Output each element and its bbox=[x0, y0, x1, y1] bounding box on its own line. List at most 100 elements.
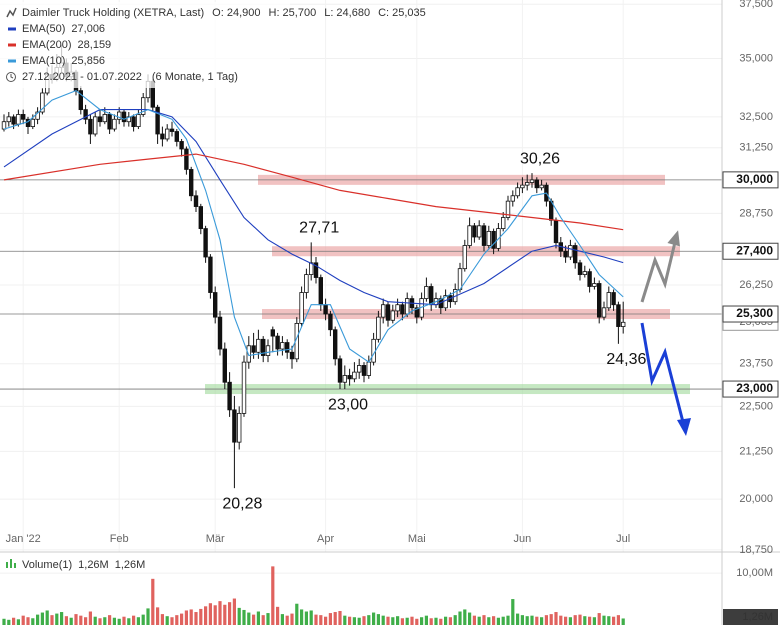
volume-bar bbox=[535, 616, 539, 625]
volume-bar bbox=[242, 609, 246, 625]
volume-bar bbox=[583, 616, 587, 625]
volume-bar bbox=[122, 616, 126, 625]
candle-body bbox=[592, 283, 597, 287]
level-box bbox=[722, 242, 779, 260]
candle-body bbox=[404, 298, 410, 315]
volume-bar bbox=[295, 603, 299, 625]
volume-bar bbox=[506, 615, 510, 625]
volume-bar bbox=[391, 617, 395, 625]
candle-body bbox=[251, 345, 256, 353]
volume-legend-value: 1,26M bbox=[115, 559, 146, 571]
x-tick-label: Apr bbox=[317, 533, 334, 545]
volume-bar bbox=[324, 616, 328, 625]
volume-bar bbox=[276, 606, 280, 625]
x-tick-label: Jun bbox=[514, 533, 532, 545]
candle-body bbox=[78, 90, 83, 111]
volume-bar bbox=[280, 614, 284, 625]
volume-bar bbox=[357, 617, 361, 625]
volume-bar bbox=[266, 613, 270, 625]
candle-body bbox=[505, 200, 511, 218]
candle-body bbox=[222, 348, 227, 383]
candle-body bbox=[472, 225, 477, 238]
volume-bar bbox=[516, 613, 520, 625]
candle-body bbox=[534, 179, 539, 189]
volume-bar bbox=[69, 617, 73, 625]
volume-bar bbox=[415, 618, 419, 625]
interval: (6 Monate, 1 Tag) bbox=[152, 71, 238, 83]
candle-body bbox=[97, 116, 103, 123]
candle-body bbox=[587, 271, 592, 287]
volume-bar bbox=[434, 617, 438, 625]
volume-bar bbox=[588, 616, 592, 625]
candle-body bbox=[573, 245, 578, 264]
candle-body bbox=[601, 307, 607, 318]
volume-bar bbox=[108, 615, 112, 625]
candle-body bbox=[203, 228, 208, 258]
candle-body bbox=[616, 304, 621, 327]
candle-body bbox=[188, 169, 194, 197]
candle-body bbox=[553, 219, 559, 244]
volume-bar bbox=[621, 618, 625, 625]
volume-bar bbox=[26, 617, 30, 625]
candle-body bbox=[621, 321, 626, 327]
candle-body bbox=[131, 116, 136, 127]
candle-body bbox=[241, 361, 247, 414]
volume-bar bbox=[439, 618, 443, 625]
candle-body bbox=[11, 116, 16, 125]
volume-tick-label: 10,00M bbox=[736, 567, 773, 579]
candle-body bbox=[611, 292, 616, 306]
volume-bar bbox=[564, 616, 568, 625]
candle-body bbox=[356, 365, 362, 373]
scenario-arrows bbox=[640, 230, 691, 436]
volume-bar bbox=[136, 617, 140, 625]
candle-body bbox=[102, 114, 107, 123]
candle-body bbox=[486, 230, 491, 246]
volume-bar bbox=[45, 610, 49, 625]
volume-bar bbox=[319, 615, 323, 625]
right-axis: 37,500 35,000 32,500 31,250 28,750 26,250 23,7… bbox=[722, 0, 779, 625]
chart-icon bbox=[6, 7, 17, 18]
volume-bar bbox=[40, 612, 44, 625]
volume-bar bbox=[386, 616, 390, 625]
volume-bar bbox=[194, 612, 198, 625]
volume-bar bbox=[103, 617, 107, 625]
y-tick-label: 37,500 bbox=[739, 0, 773, 10]
candle-body bbox=[332, 329, 338, 360]
candle-body bbox=[289, 351, 295, 360]
candle-body bbox=[236, 412, 242, 443]
candle-body bbox=[380, 304, 386, 318]
candle-body bbox=[112, 118, 117, 130]
level-label: 27,400 bbox=[736, 243, 773, 257]
volume-bar bbox=[98, 618, 102, 625]
volume-bar bbox=[458, 611, 462, 625]
candle-body bbox=[539, 184, 544, 189]
ohlc-label: L: 24,680 bbox=[324, 7, 370, 19]
volume-bar bbox=[348, 616, 352, 625]
candle-body bbox=[318, 277, 323, 306]
level-label: 25,300 bbox=[736, 306, 773, 320]
volume-bar bbox=[290, 613, 294, 625]
volume-bar bbox=[156, 607, 160, 625]
volume-bar bbox=[544, 615, 548, 625]
candle-body bbox=[342, 375, 347, 383]
volume-bar bbox=[7, 619, 11, 625]
volume-bar bbox=[559, 615, 563, 625]
clock-hand bbox=[10, 74, 14, 79]
candle-body bbox=[515, 187, 520, 197]
candle-body bbox=[30, 118, 35, 127]
candle-body bbox=[347, 375, 352, 380]
legend-swatch bbox=[8, 59, 16, 63]
candle-body bbox=[568, 245, 573, 258]
candle-body bbox=[140, 97, 146, 115]
volume-bar bbox=[237, 607, 241, 625]
candle-body bbox=[160, 133, 165, 140]
x-tick-label: Mär bbox=[206, 533, 225, 545]
volume-bar bbox=[184, 610, 188, 625]
volume-bar bbox=[463, 609, 467, 625]
volume-bar bbox=[333, 612, 337, 625]
candle-body bbox=[217, 316, 223, 350]
candle-body bbox=[179, 141, 184, 150]
volume-bar bbox=[352, 617, 356, 625]
volume-bar bbox=[362, 616, 366, 625]
volume-bar bbox=[338, 610, 342, 625]
